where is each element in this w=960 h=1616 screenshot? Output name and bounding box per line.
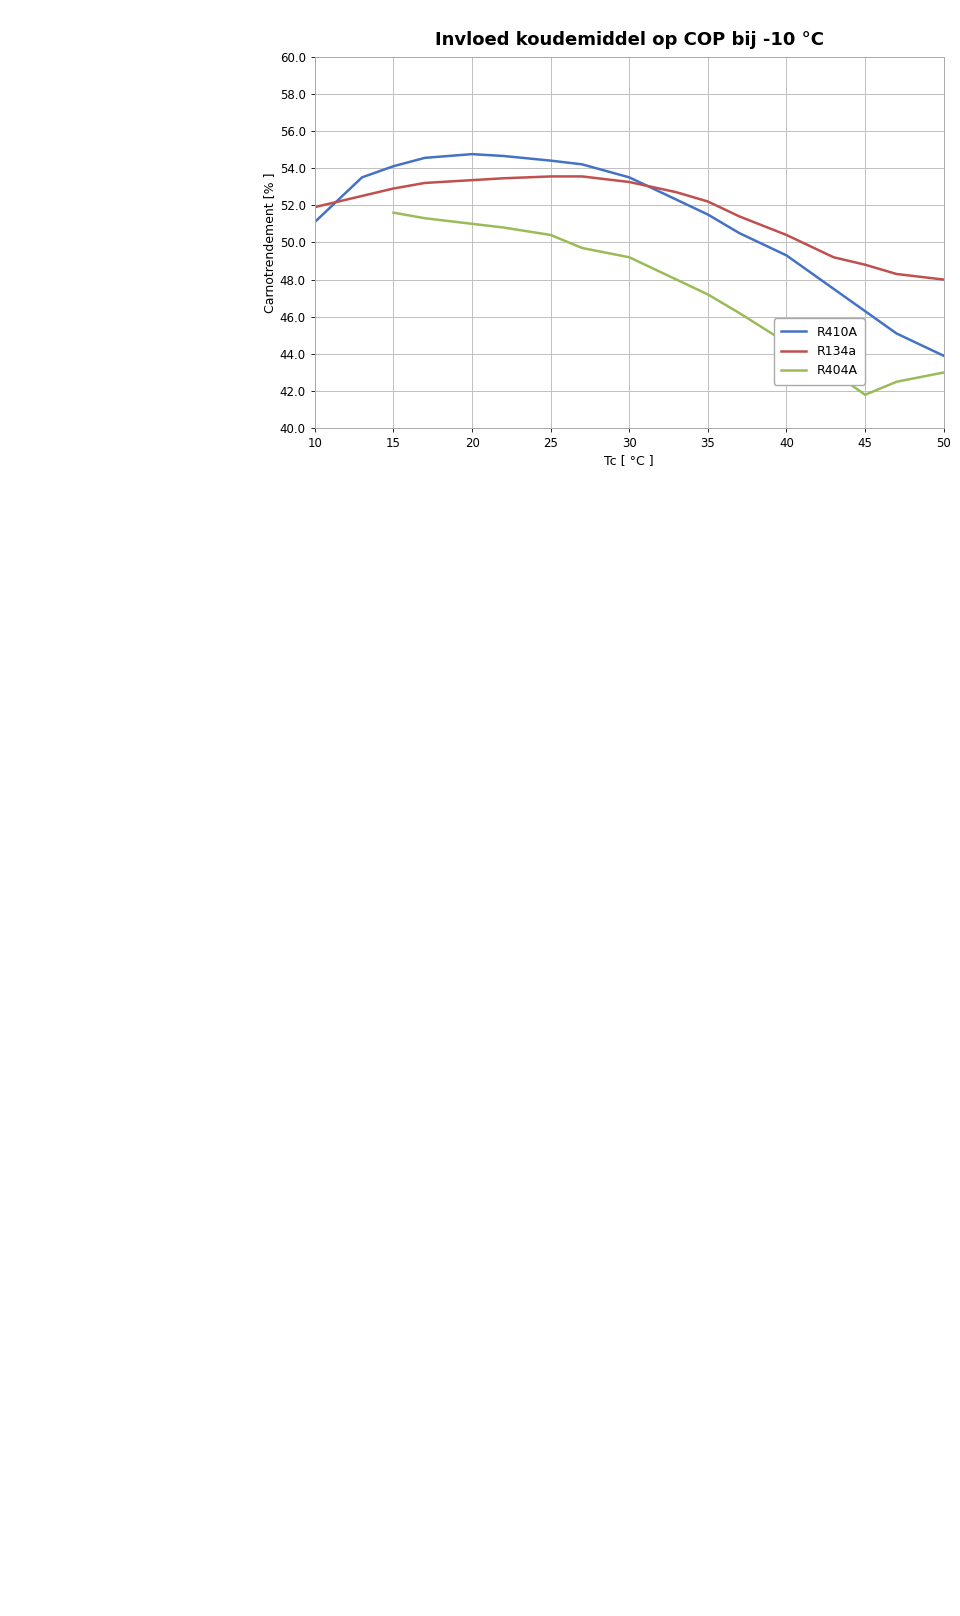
Title: Invloed koudemiddel op COP bij -10 °C: Invloed koudemiddel op COP bij -10 °C xyxy=(435,31,824,50)
R410A xyxy=(938,346,949,365)
R404A xyxy=(702,284,713,304)
R404A xyxy=(733,304,745,323)
R410A xyxy=(467,144,478,163)
R134a xyxy=(356,186,368,205)
R410A xyxy=(576,155,588,175)
R134a xyxy=(828,247,839,267)
R404A xyxy=(671,270,683,289)
Line: R404A: R404A xyxy=(394,213,944,394)
R134a xyxy=(859,255,871,275)
Y-axis label: Carnotrendement [% ]: Carnotrendement [% ] xyxy=(263,173,276,312)
R404A xyxy=(859,385,871,404)
R134a xyxy=(309,197,321,217)
R134a xyxy=(388,179,399,199)
R134a xyxy=(891,265,902,284)
R134a xyxy=(545,166,557,186)
R404A xyxy=(828,364,839,383)
R134a xyxy=(702,192,713,212)
R134a xyxy=(624,173,636,192)
R134a xyxy=(733,207,745,226)
R134a xyxy=(671,183,683,202)
R410A xyxy=(388,157,399,176)
R410A xyxy=(624,168,636,187)
Line: R134a: R134a xyxy=(315,176,944,280)
R410A xyxy=(891,323,902,343)
R410A xyxy=(671,191,683,210)
Line: R410A: R410A xyxy=(315,154,944,356)
R410A xyxy=(420,149,431,168)
R134a xyxy=(938,270,949,289)
R410A xyxy=(309,212,321,231)
R404A xyxy=(624,247,636,267)
R404A xyxy=(545,225,557,244)
R404A xyxy=(420,208,431,228)
R134a xyxy=(576,166,588,186)
R410A xyxy=(780,246,792,265)
R404A xyxy=(891,372,902,391)
R410A xyxy=(828,280,839,299)
R410A xyxy=(545,150,557,170)
R404A xyxy=(938,364,949,383)
X-axis label: Tc [ °C ]: Tc [ °C ] xyxy=(605,454,654,467)
R410A xyxy=(497,147,509,166)
R404A xyxy=(467,213,478,233)
R134a xyxy=(497,168,509,187)
R134a xyxy=(467,170,478,189)
R134a xyxy=(420,173,431,192)
R404A xyxy=(497,218,509,238)
R134a xyxy=(780,225,792,244)
R410A xyxy=(356,168,368,187)
R404A xyxy=(388,204,399,223)
R410A xyxy=(859,302,871,322)
R410A xyxy=(733,223,745,242)
R404A xyxy=(576,238,588,257)
Legend: R410A, R134a, R404A: R410A, R134a, R404A xyxy=(774,318,865,385)
R404A xyxy=(780,333,792,352)
R410A xyxy=(702,205,713,225)
